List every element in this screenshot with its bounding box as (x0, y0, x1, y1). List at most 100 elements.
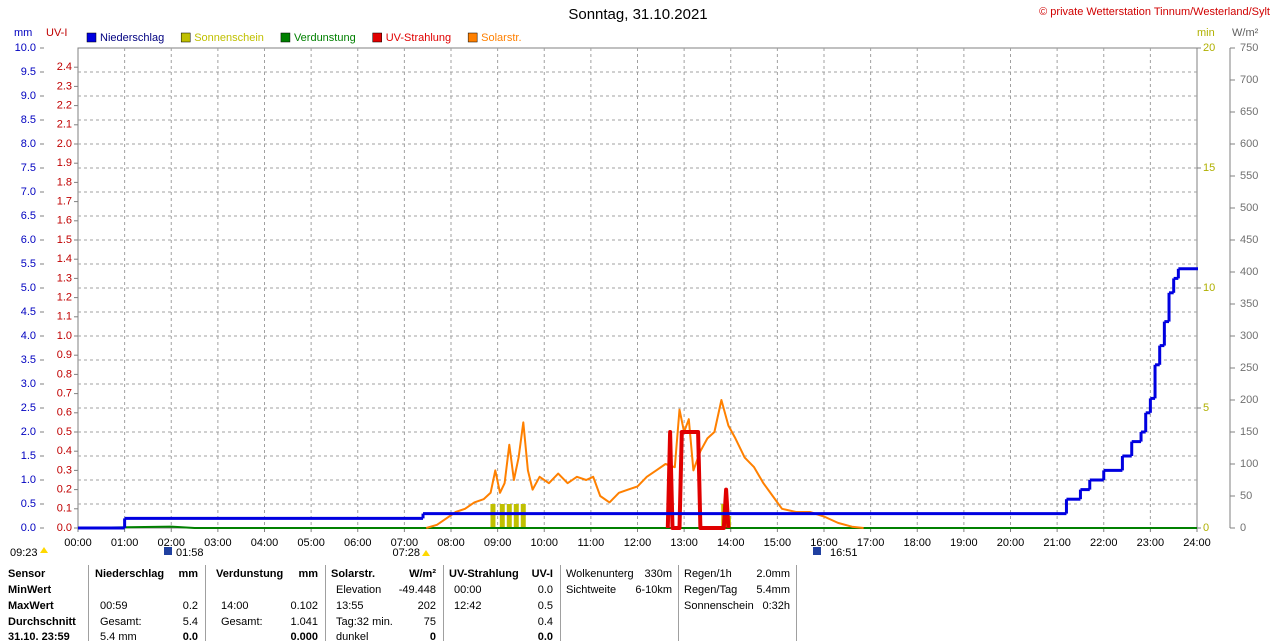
x-tick-label: 18:00 (903, 537, 931, 549)
bar (506, 504, 512, 528)
y-tick-label: 2.4 (57, 61, 72, 73)
table-cell: W/m² (409, 568, 436, 580)
x-tick-label: 17:00 (857, 537, 885, 549)
y-tick-label: 0.4 (57, 445, 72, 457)
x-tick-label: 11:00 (578, 537, 605, 549)
y-tick-label: 9.0 (21, 90, 36, 102)
y-tick-label: 0.9 (57, 349, 72, 361)
legend-swatch (372, 32, 382, 43)
table-cell: 13:55 (336, 600, 364, 612)
y-tick-label: 4.0 (21, 330, 36, 342)
x-tick-label: 07:00 (391, 537, 419, 549)
x-tick-label: 00:00 (64, 537, 92, 549)
table-cell: Elevation (336, 584, 382, 596)
table-cell: 5.4mm (756, 584, 790, 596)
legend-swatch (180, 32, 191, 43)
y-tick-label: 1.2 (57, 292, 72, 304)
y-tick-label: 8.0 (21, 138, 36, 150)
table-cell: Durchschnitt (8, 616, 76, 628)
bar (490, 504, 496, 528)
x-tick-label: 13:00 (670, 537, 698, 549)
table-cell: 0.2 (182, 600, 198, 612)
y-tick-label: 400 (1240, 266, 1258, 278)
y-tick-label: 350 (1240, 298, 1258, 310)
table-cell: Gesamt: (221, 616, 263, 628)
table-cell: 00:59 (100, 600, 128, 612)
y-tick-label: 2.1 (57, 119, 72, 131)
y-tick-label: 3.0 (21, 378, 36, 390)
x-tick-label: 22:00 (1090, 537, 1118, 549)
axis-label-uv: UV-I (46, 27, 67, 39)
table-cell: 0.0 (537, 584, 553, 596)
table-cell: mm (178, 568, 198, 580)
x-tick-label: 02:00 (157, 537, 185, 549)
y-tick-label: 1.5 (57, 234, 72, 246)
y-tick-label: 1.8 (57, 176, 72, 188)
y-tick-label: 6.0 (21, 234, 36, 246)
series-line (665, 430, 731, 530)
table-cell: 0.0 (182, 631, 198, 641)
separator (678, 565, 679, 641)
y-tick-label: 20 (1203, 42, 1215, 54)
y-tick-label: 1.0 (57, 330, 72, 342)
x-tick-label: 06:00 (344, 537, 372, 549)
legend-label: Verdunstung (294, 32, 356, 44)
time-marker: 07:28 (392, 547, 420, 559)
y-tick-label: 2.3 (57, 80, 72, 92)
x-tick-label: 14:00 (717, 537, 745, 549)
table-cell: Sensor (8, 568, 46, 580)
x-tick-label: 21:00 (1043, 537, 1071, 549)
x-tick-label: 19:00 (950, 537, 978, 549)
y-tick-label: 1.9 (57, 157, 72, 169)
y-tick-label: 0.7 (57, 388, 72, 400)
separator (325, 565, 326, 641)
table-cell: mm (298, 568, 318, 580)
y-tick-label: 1.5 (21, 450, 36, 462)
legend-swatch (280, 32, 291, 43)
y-tick-label: 600 (1240, 138, 1258, 150)
y-tick-label: 0.0 (21, 522, 36, 534)
separator (560, 565, 561, 641)
table-cell: 14:00 (221, 600, 249, 612)
y-tick-label: 450 (1240, 234, 1258, 246)
table-cell: 2.0mm (756, 568, 790, 580)
legend-label: Sonnenschein (194, 32, 264, 44)
y-tick-label: 750 (1240, 42, 1258, 54)
y-tick-label: 10.0 (15, 42, 36, 54)
y-tick-label: 5 (1203, 402, 1209, 414)
y-tick-label: 7.5 (21, 162, 36, 174)
axis-label-mm: mm (14, 27, 32, 39)
table-cell: 202 (417, 600, 436, 612)
table-cell: 0:32h (762, 600, 790, 612)
y-tick-label: 2.2 (57, 100, 72, 112)
sun-icon (813, 547, 821, 555)
table-cell: Sonnenschein (684, 600, 754, 612)
table-cell: 75 (423, 616, 436, 628)
y-tick-label: 0.5 (57, 426, 72, 438)
y-tick-label: 1.0 (21, 474, 36, 486)
table-cell: UV-Strahlung (449, 568, 519, 580)
series-line (426, 399, 864, 529)
table-cell: 0.000 (290, 631, 318, 641)
y-tick-label: 5.5 (21, 258, 36, 270)
x-tick-label: 10:00 (530, 537, 558, 549)
y-tick-label: 6.5 (21, 210, 36, 222)
y-tick-label: 0 (1203, 522, 1209, 534)
y-tick-label: 250 (1240, 362, 1258, 374)
axis-label-wm2: W/m² (1232, 27, 1259, 39)
y-tick-label: 0.5 (21, 498, 36, 510)
y-tick-label: 300 (1240, 330, 1258, 342)
bar (513, 504, 519, 528)
x-tick-label: 23:00 (1137, 537, 1165, 549)
bar (499, 504, 505, 528)
y-tick-label: 3.5 (21, 354, 36, 366)
legend-label: UV-Strahlung (386, 32, 451, 44)
series-line (77, 525, 1197, 529)
table-cell: 5.4 mm (100, 631, 137, 641)
y-tick-label: 2.0 (21, 426, 36, 438)
y-tick-label: 200 (1240, 394, 1258, 406)
table-cell: Sichtweite (566, 584, 617, 596)
x-tick-label: 15:00 (764, 537, 792, 549)
table-cell: 0.5 (537, 600, 553, 612)
y-tick-label: 1.6 (57, 215, 72, 227)
